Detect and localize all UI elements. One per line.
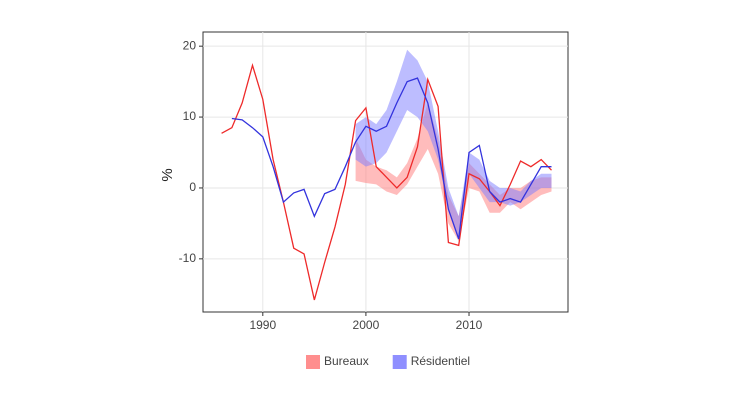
y-tick-label: 0 — [189, 180, 196, 194]
legend-label: Résidentiel — [411, 354, 470, 368]
line — [231, 77, 552, 240]
y-tick-label: 10 — [183, 109, 197, 123]
x-tick-label: 1990 — [249, 318, 276, 332]
legend-swatch — [306, 355, 320, 369]
line — [221, 62, 552, 301]
y-tick-label: -10 — [179, 251, 197, 265]
y-tick-label: 20 — [183, 38, 197, 52]
y-axis-label: % — [159, 168, 176, 181]
ribbon — [355, 49, 552, 238]
legend-label: Bureaux — [324, 354, 369, 368]
x-tick-label: 2010 — [456, 318, 483, 332]
x-tick-label: 2000 — [353, 318, 380, 332]
ribbon — [355, 102, 552, 242]
legend-swatch — [392, 355, 407, 369]
